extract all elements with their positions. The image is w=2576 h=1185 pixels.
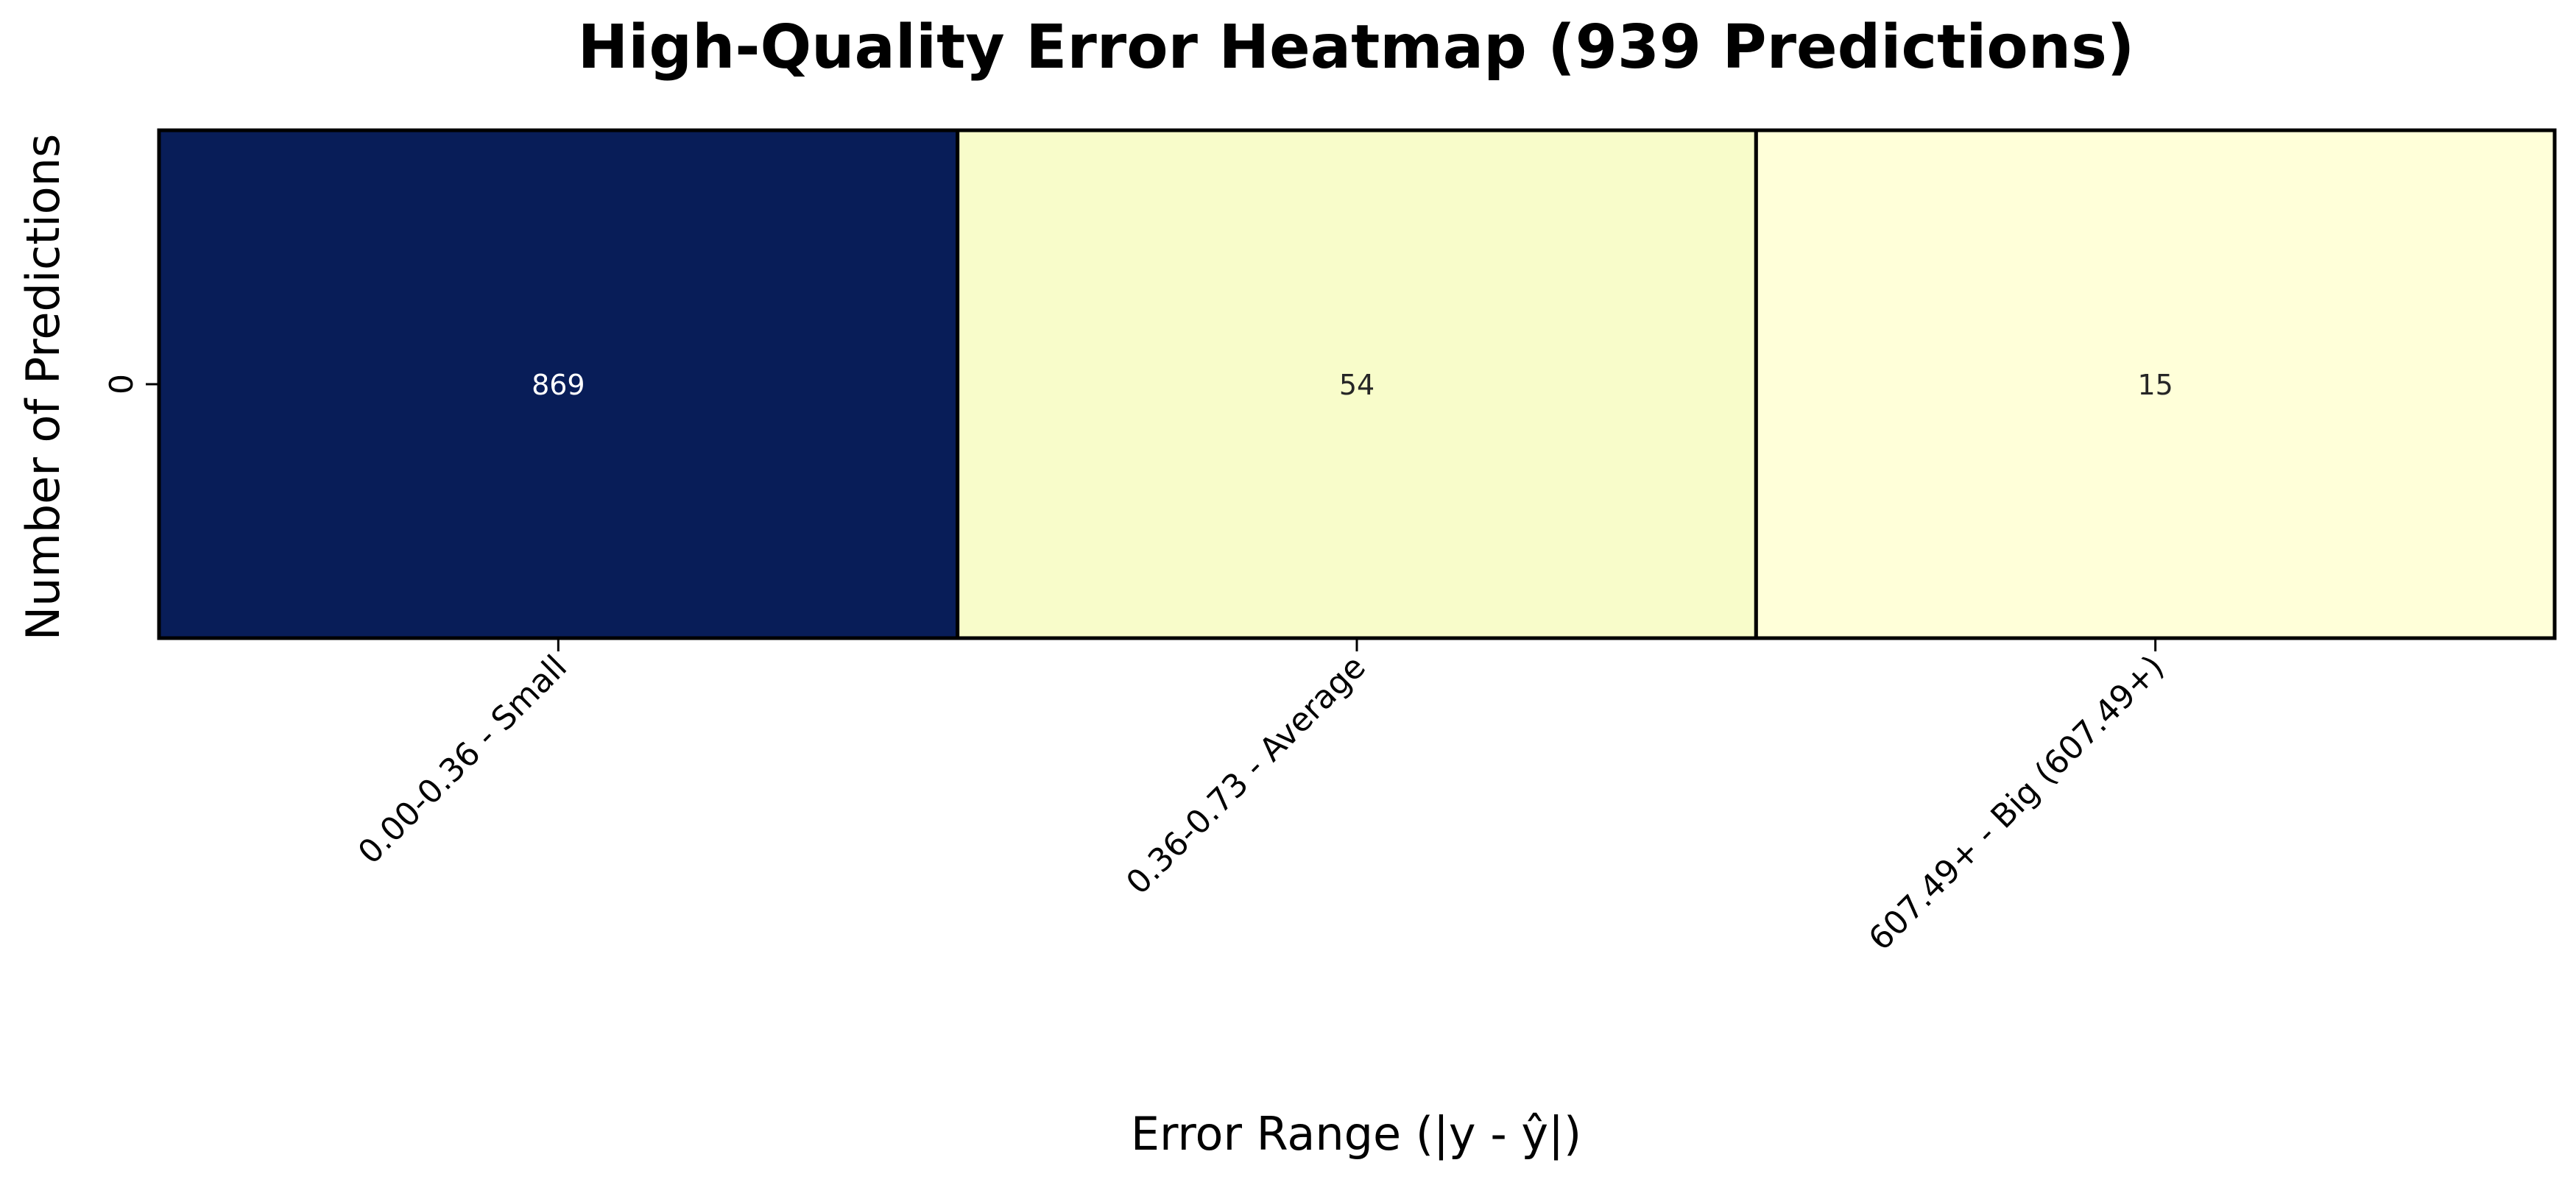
cell-value-label-2: 15	[2137, 369, 2173, 401]
x-tick-label: 0.36-0.73 - Average	[1119, 648, 1373, 902]
y-tick-label: 0	[103, 374, 141, 395]
x-tick-label: 607.49+ - Big (607.49+)	[1862, 648, 2172, 958]
cell-value-label-0: 869	[532, 369, 585, 401]
heatmap-cell-0-1	[956, 128, 1758, 640]
cell-value-label-1: 54	[1339, 369, 1375, 401]
chart-title: High-Quality Error Heatmap (939 Predicti…	[578, 13, 2135, 82]
x-axis-label: Error Range (|y - ŷ|)	[1131, 1107, 1581, 1161]
y-axis-label: Number of Predictions	[16, 134, 70, 641]
heatmap-cell-0-2	[1754, 128, 2557, 640]
heatmap-cell-0-0	[157, 128, 960, 640]
x-tick-label: 0.00-0.36 - Small	[351, 648, 574, 871]
heatmap-cells: 869 54 15	[157, 128, 2557, 640]
